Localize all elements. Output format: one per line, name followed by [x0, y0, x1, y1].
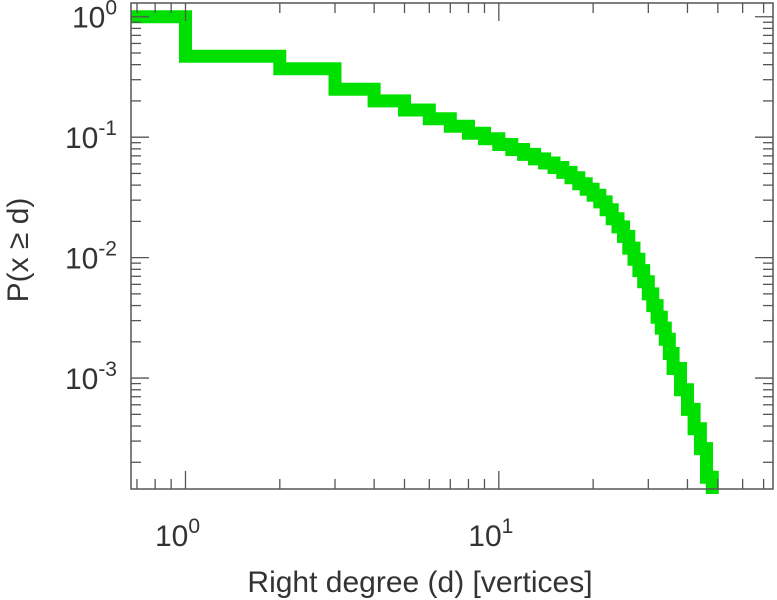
series-layer — [131, 10, 719, 494]
y-tick-label: 10-2 — [65, 238, 117, 276]
tick-marks — [131, 3, 773, 489]
series-line-0 — [131, 10, 719, 494]
x-tick-label: 101 — [468, 515, 513, 553]
plot-border — [130, 2, 774, 490]
y-tick-label: 10-1 — [65, 117, 117, 155]
y-tick-label: 10-3 — [65, 358, 117, 396]
x-axis-label: Right degree (d) [vertices] — [247, 566, 592, 599]
y-axis-label: P(x ≥ d) — [2, 198, 35, 303]
x-tick-label: 100 — [155, 515, 200, 553]
plot-frame — [130, 2, 774, 490]
tick-labels: 100 101 100 10-1 10-2 10-3 — [65, 0, 513, 553]
y-tick-label: 100 — [72, 0, 117, 35]
